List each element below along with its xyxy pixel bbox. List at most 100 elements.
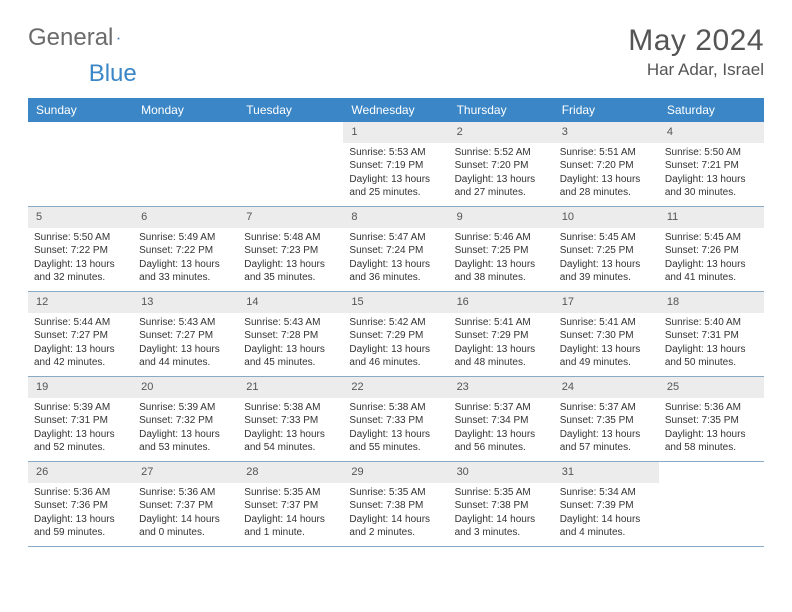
weekday-header: Tuesday bbox=[238, 98, 343, 122]
daylight-text: Daylight: 14 hours and 3 minutes. bbox=[455, 513, 548, 540]
sunset-text: Sunset: 7:20 PM bbox=[455, 159, 548, 173]
day-cell: 29Sunrise: 5:35 AMSunset: 7:38 PMDayligh… bbox=[343, 462, 448, 546]
sunset-text: Sunset: 7:26 PM bbox=[665, 244, 758, 258]
sunset-text: Sunset: 7:31 PM bbox=[665, 329, 758, 343]
logo-text-general: General bbox=[28, 24, 113, 52]
week-row: 19Sunrise: 5:39 AMSunset: 7:31 PMDayligh… bbox=[28, 377, 764, 462]
day-cell: 6Sunrise: 5:49 AMSunset: 7:22 PMDaylight… bbox=[133, 207, 238, 291]
day-details: Sunrise: 5:44 AMSunset: 7:27 PMDaylight:… bbox=[28, 313, 133, 376]
day-number: 10 bbox=[554, 207, 659, 228]
day-number: 21 bbox=[238, 377, 343, 398]
day-cell: . bbox=[659, 462, 764, 546]
daylight-text: Daylight: 13 hours and 28 minutes. bbox=[560, 173, 653, 200]
week-row: 26Sunrise: 5:36 AMSunset: 7:36 PMDayligh… bbox=[28, 462, 764, 547]
daylight-text: Daylight: 13 hours and 35 minutes. bbox=[244, 258, 337, 285]
day-cell: 1Sunrise: 5:53 AMSunset: 7:19 PMDaylight… bbox=[343, 122, 448, 206]
sunset-text: Sunset: 7:33 PM bbox=[349, 414, 442, 428]
sunset-text: Sunset: 7:29 PM bbox=[349, 329, 442, 343]
day-cell: 21Sunrise: 5:38 AMSunset: 7:33 PMDayligh… bbox=[238, 377, 343, 461]
day-number: 19 bbox=[28, 377, 133, 398]
day-details: Sunrise: 5:36 AMSunset: 7:36 PMDaylight:… bbox=[28, 483, 133, 546]
daylight-text: Daylight: 14 hours and 4 minutes. bbox=[560, 513, 653, 540]
sunset-text: Sunset: 7:20 PM bbox=[560, 159, 653, 173]
day-details: Sunrise: 5:53 AMSunset: 7:19 PMDaylight:… bbox=[343, 143, 448, 206]
day-details: Sunrise: 5:35 AMSunset: 7:37 PMDaylight:… bbox=[238, 483, 343, 546]
daylight-text: Daylight: 13 hours and 52 minutes. bbox=[34, 428, 127, 455]
daylight-text: Daylight: 13 hours and 46 minutes. bbox=[349, 343, 442, 370]
day-cell: 13Sunrise: 5:43 AMSunset: 7:27 PMDayligh… bbox=[133, 292, 238, 376]
sunset-text: Sunset: 7:21 PM bbox=[665, 159, 758, 173]
day-cell: 15Sunrise: 5:42 AMSunset: 7:29 PMDayligh… bbox=[343, 292, 448, 376]
sunset-text: Sunset: 7:25 PM bbox=[455, 244, 548, 258]
daylight-text: Daylight: 14 hours and 0 minutes. bbox=[139, 513, 232, 540]
daylight-text: Daylight: 13 hours and 50 minutes. bbox=[665, 343, 758, 370]
day-details: Sunrise: 5:39 AMSunset: 7:32 PMDaylight:… bbox=[133, 398, 238, 461]
day-cell: 18Sunrise: 5:40 AMSunset: 7:31 PMDayligh… bbox=[659, 292, 764, 376]
daylight-text: Daylight: 13 hours and 59 minutes. bbox=[34, 513, 127, 540]
day-cell: 14Sunrise: 5:43 AMSunset: 7:28 PMDayligh… bbox=[238, 292, 343, 376]
weekday-header: Sunday bbox=[28, 98, 133, 122]
day-cell: 30Sunrise: 5:35 AMSunset: 7:38 PMDayligh… bbox=[449, 462, 554, 546]
day-number: 24 bbox=[554, 377, 659, 398]
day-cell: 23Sunrise: 5:37 AMSunset: 7:34 PMDayligh… bbox=[449, 377, 554, 461]
sunrise-text: Sunrise: 5:45 AM bbox=[560, 231, 653, 245]
sunrise-text: Sunrise: 5:34 AM bbox=[560, 486, 653, 500]
day-number: 22 bbox=[343, 377, 448, 398]
daylight-text: Daylight: 13 hours and 48 minutes. bbox=[455, 343, 548, 370]
sunset-text: Sunset: 7:30 PM bbox=[560, 329, 653, 343]
daylight-text: Daylight: 13 hours and 56 minutes. bbox=[455, 428, 548, 455]
day-details: Sunrise: 5:34 AMSunset: 7:39 PMDaylight:… bbox=[554, 483, 659, 546]
day-details: Sunrise: 5:43 AMSunset: 7:27 PMDaylight:… bbox=[133, 313, 238, 376]
day-cell: 22Sunrise: 5:38 AMSunset: 7:33 PMDayligh… bbox=[343, 377, 448, 461]
sunrise-text: Sunrise: 5:41 AM bbox=[560, 316, 653, 330]
sunrise-text: Sunrise: 5:45 AM bbox=[665, 231, 758, 245]
sunset-text: Sunset: 7:38 PM bbox=[349, 499, 442, 513]
daylight-text: Daylight: 13 hours and 53 minutes. bbox=[139, 428, 232, 455]
day-number: 15 bbox=[343, 292, 448, 313]
sunrise-text: Sunrise: 5:50 AM bbox=[34, 231, 127, 245]
day-number: 27 bbox=[133, 462, 238, 483]
day-number: 11 bbox=[659, 207, 764, 228]
day-number: 7 bbox=[238, 207, 343, 228]
day-number: 31 bbox=[554, 462, 659, 483]
day-cell: 9Sunrise: 5:46 AMSunset: 7:25 PMDaylight… bbox=[449, 207, 554, 291]
day-number: 9 bbox=[449, 207, 554, 228]
sunrise-text: Sunrise: 5:43 AM bbox=[139, 316, 232, 330]
sunset-text: Sunset: 7:39 PM bbox=[560, 499, 653, 513]
day-number: 1 bbox=[343, 122, 448, 143]
sunset-text: Sunset: 7:37 PM bbox=[244, 499, 337, 513]
sunset-text: Sunset: 7:32 PM bbox=[139, 414, 232, 428]
sunrise-text: Sunrise: 5:39 AM bbox=[34, 401, 127, 415]
sunset-text: Sunset: 7:19 PM bbox=[349, 159, 442, 173]
sunrise-text: Sunrise: 5:37 AM bbox=[455, 401, 548, 415]
day-cell: . bbox=[133, 122, 238, 206]
day-number: 28 bbox=[238, 462, 343, 483]
daylight-text: Daylight: 13 hours and 27 minutes. bbox=[455, 173, 548, 200]
day-cell: 2Sunrise: 5:52 AMSunset: 7:20 PMDaylight… bbox=[449, 122, 554, 206]
day-details: Sunrise: 5:43 AMSunset: 7:28 PMDaylight:… bbox=[238, 313, 343, 376]
sunrise-text: Sunrise: 5:35 AM bbox=[455, 486, 548, 500]
day-cell: 12Sunrise: 5:44 AMSunset: 7:27 PMDayligh… bbox=[28, 292, 133, 376]
weekday-header: Monday bbox=[133, 98, 238, 122]
day-cell: 17Sunrise: 5:41 AMSunset: 7:30 PMDayligh… bbox=[554, 292, 659, 376]
daylight-text: Daylight: 13 hours and 49 minutes. bbox=[560, 343, 653, 370]
day-cell: 5Sunrise: 5:50 AMSunset: 7:22 PMDaylight… bbox=[28, 207, 133, 291]
sunrise-text: Sunrise: 5:36 AM bbox=[34, 486, 127, 500]
sunset-text: Sunset: 7:34 PM bbox=[455, 414, 548, 428]
daylight-text: Daylight: 14 hours and 2 minutes. bbox=[349, 513, 442, 540]
day-details: Sunrise: 5:49 AMSunset: 7:22 PMDaylight:… bbox=[133, 228, 238, 291]
day-details: Sunrise: 5:47 AMSunset: 7:24 PMDaylight:… bbox=[343, 228, 448, 291]
day-number: 18 bbox=[659, 292, 764, 313]
weekday-header: Saturday bbox=[659, 98, 764, 122]
weekday-header: Friday bbox=[554, 98, 659, 122]
sunrise-text: Sunrise: 5:48 AM bbox=[244, 231, 337, 245]
sunrise-text: Sunrise: 5:39 AM bbox=[139, 401, 232, 415]
daylight-text: Daylight: 14 hours and 1 minute. bbox=[244, 513, 337, 540]
daylight-text: Daylight: 13 hours and 55 minutes. bbox=[349, 428, 442, 455]
day-number: 14 bbox=[238, 292, 343, 313]
day-number: 29 bbox=[343, 462, 448, 483]
title-block: May 2024 Har Adar, Israel bbox=[628, 24, 764, 80]
sunset-text: Sunset: 7:27 PM bbox=[34, 329, 127, 343]
day-details: Sunrise: 5:50 AMSunset: 7:21 PMDaylight:… bbox=[659, 143, 764, 206]
sunrise-text: Sunrise: 5:37 AM bbox=[560, 401, 653, 415]
